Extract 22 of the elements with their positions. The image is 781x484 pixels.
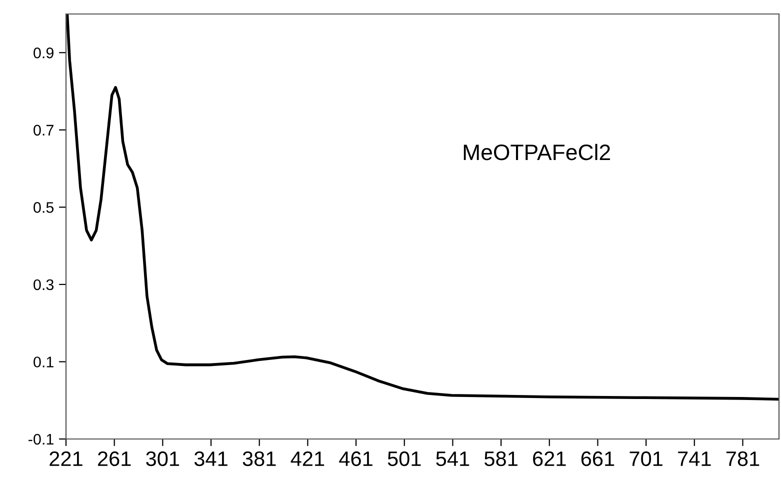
y-tick-label: 0.3 [34,279,54,290]
x-tick-label: 781 [726,451,760,466]
x-tick-label: 701 [630,451,662,466]
x-tick-label: 381 [242,451,276,466]
y-tick-label: 0.5 [34,202,54,213]
x-tick-label: 301 [146,451,180,466]
x-tick-label: 341 [194,451,228,466]
y-tick-label: -0.1 [28,434,54,445]
x-tick-label: 621 [533,451,566,466]
x-tick-label: 541 [436,452,470,466]
x-tick-label: 501 [388,451,421,466]
y-tick-label: 0.7 [34,124,54,136]
annotation: MeOTPAFeCl2 [464,144,610,160]
x-tick-label: 581 [484,451,518,466]
x-tick-label: 221 [50,451,82,466]
x-tick-label: 421 [290,451,324,466]
y-tick-label: 0.9 [34,48,54,58]
y-tick-label: 0.1 [34,356,54,368]
x-tick-label: 741 [678,452,711,466]
x-tick-label: 661 [581,451,614,466]
x-tick-label: 261 [98,451,131,466]
x-tick-label: 461 [339,451,372,466]
